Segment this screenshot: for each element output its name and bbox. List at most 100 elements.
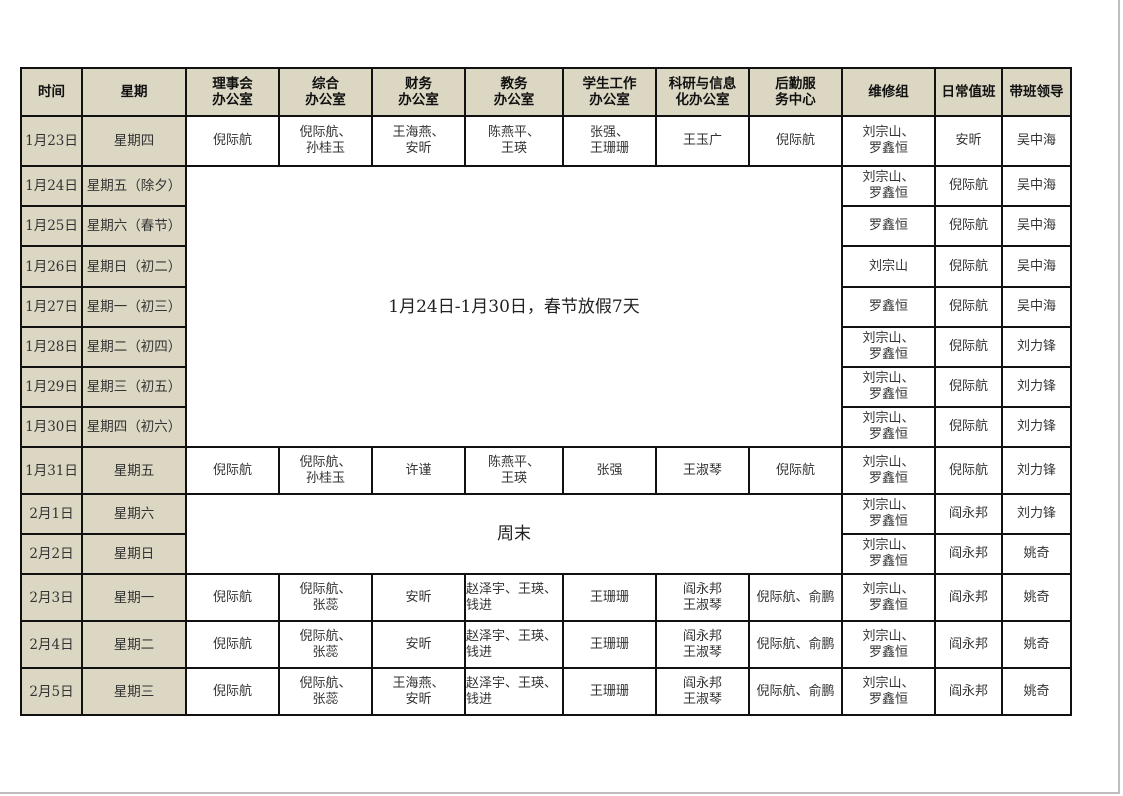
column-header: 科研与信息 化办公室 — [655, 67, 750, 117]
office-cell: 倪际航 — [185, 446, 280, 495]
column-header: 时间 — [20, 67, 83, 117]
office-cell: 王玉广 — [655, 115, 750, 167]
daily-duty-cell: 倪际航 — [934, 245, 1003, 288]
office-cell: 安昕 — [371, 620, 466, 669]
table-row: 2月1日 星期六 周末 刘宗山、 罗鑫恒 阎永邦 刘力锋 — [20, 493, 1072, 575]
office-cell: 倪际航、 张蕊 — [278, 667, 373, 716]
table-row: 1月29日 星期三（初五） 刘宗山、 罗鑫恒 倪际航 刘力锋 — [20, 366, 1072, 408]
table-row: 2月3日 星期一 倪际航 倪际航、 张蕊 安昕 赵泽宇、王瑛、 钱进 王珊珊 阎永邦 王淑琴倪… — [20, 573, 1072, 622]
repair-group-cell: 刘宗山、 罗鑫恒 — [841, 667, 936, 716]
office-cell: 赵泽宇、王瑛、 钱进 — [464, 620, 564, 669]
weekday-cell: 星期四 — [81, 115, 187, 167]
office-cell: 阎永邦 王淑琴 — [655, 573, 750, 622]
daily-duty-cell: 倪际航 — [934, 326, 1003, 368]
office-cell: 倪际航、俞鹏 — [748, 667, 843, 716]
weekday-cell: 星期日（初二） — [81, 245, 187, 288]
daily-duty-cell: 倪际航 — [934, 286, 1003, 328]
date-cell: 2月1日 — [20, 493, 83, 535]
date-cell: 2月2日 — [20, 533, 83, 575]
weekday-cell: 星期一 — [81, 573, 187, 622]
weekend-note-cell: 周末 — [185, 493, 843, 575]
office-cell: 倪际航 — [748, 446, 843, 495]
date-cell: 1月29日 — [20, 366, 83, 408]
office-cell: 王珊珊 — [562, 573, 657, 622]
column-header: 日常值班 — [934, 67, 1003, 117]
repair-group-cell: 刘宗山、 罗鑫恒 — [841, 406, 936, 448]
office-cell: 阎永邦 王淑琴 — [655, 667, 750, 716]
date-cell: 1月26日 — [20, 245, 83, 288]
table-row: 1月25日 星期六（春节） 罗鑫恒 倪际航 吴中海 — [20, 205, 1072, 247]
repair-group-cell: 刘宗山、 罗鑫恒 — [841, 115, 936, 167]
repair-group-cell: 刘宗山、 罗鑫恒 — [841, 533, 936, 575]
office-cell: 倪际航 — [185, 620, 280, 669]
table-row: 1月27日 星期一（初三） 罗鑫恒 倪际航 吴中海 — [20, 286, 1072, 328]
leader-cell: 吴中海 — [1001, 115, 1072, 167]
column-header: 教务 办公室 — [464, 67, 564, 117]
column-header: 带班领导 — [1001, 67, 1072, 117]
repair-group-cell: 刘宗山、 罗鑫恒 — [841, 446, 936, 495]
office-cell: 王珊珊 — [562, 620, 657, 669]
repair-group-cell: 刘宗山、 罗鑫恒 — [841, 165, 936, 207]
office-cell: 倪际航 — [748, 115, 843, 167]
office-cell: 王海燕、 安昕 — [371, 115, 466, 167]
daily-duty-cell: 阎永邦 — [934, 573, 1003, 622]
date-cell: 2月5日 — [20, 667, 83, 716]
weekday-cell: 星期一（初三） — [81, 286, 187, 328]
page-edge-right — [1118, 0, 1120, 794]
office-cell: 王珊珊 — [562, 667, 657, 716]
office-cell: 陈燕平、 王瑛 — [464, 446, 564, 495]
leader-cell: 刘力锋 — [1001, 446, 1072, 495]
holiday-note-cell: 1月24日-1月30日，春节放假7天 — [185, 165, 843, 448]
weekday-cell: 星期三 — [81, 667, 187, 716]
office-cell: 倪际航、 孙桂玉 — [278, 115, 373, 167]
column-header: 维修组 — [841, 67, 936, 117]
date-cell: 1月25日 — [20, 205, 83, 247]
column-header: 后勤服 务中心 — [748, 67, 843, 117]
table-row: 2月2日 星期日 刘宗山、 罗鑫恒 阎永邦 姚奇 — [20, 533, 1072, 575]
leader-cell: 姚奇 — [1001, 620, 1072, 669]
daily-duty-cell: 阎永邦 — [934, 533, 1003, 575]
date-cell: 1月23日 — [20, 115, 83, 167]
office-cell: 倪际航 — [185, 115, 280, 167]
table-row: 1月30日 星期四（初六） 刘宗山、 罗鑫恒 倪际航 刘力锋 — [20, 406, 1072, 448]
leader-cell: 吴中海 — [1001, 245, 1072, 288]
column-header: 学生工作 办公室 — [562, 67, 657, 117]
daily-duty-cell: 倪际航 — [934, 165, 1003, 207]
office-cell: 张强 — [562, 446, 657, 495]
office-cell: 倪际航 — [185, 667, 280, 716]
leader-cell: 姚奇 — [1001, 667, 1072, 716]
daily-duty-cell: 倪际航 — [934, 205, 1003, 247]
leader-cell: 吴中海 — [1001, 165, 1072, 207]
daily-duty-cell: 倪际航 — [934, 366, 1003, 408]
weekday-cell: 星期六（春节） — [81, 205, 187, 247]
leader-cell: 刘力锋 — [1001, 326, 1072, 368]
daily-duty-cell: 阎永邦 — [934, 667, 1003, 716]
weekday-cell: 星期五（除夕） — [81, 165, 187, 207]
date-cell: 1月31日 — [20, 446, 83, 495]
table-row: 1月24日 星期五（除夕） 1月24日-1月30日，春节放假7天 刘宗山、 罗鑫恒 倪际… — [20, 165, 1072, 448]
office-cell: 赵泽宇、王瑛、 钱进 — [464, 573, 564, 622]
leader-cell: 吴中海 — [1001, 286, 1072, 328]
table-row: 1月26日 星期日（初二） 刘宗山 倪际航 吴中海 — [20, 245, 1072, 288]
date-cell: 1月24日 — [20, 165, 83, 207]
office-cell: 安昕 — [371, 573, 466, 622]
weekday-cell: 星期二（初四） — [81, 326, 187, 368]
office-cell: 张强、 王珊珊 — [562, 115, 657, 167]
repair-group-cell: 罗鑫恒 — [841, 205, 936, 247]
column-header: 财务 办公室 — [371, 67, 466, 117]
column-header: 理事会 办公室 — [185, 67, 280, 117]
office-cell: 阎永邦 王淑琴 — [655, 620, 750, 669]
date-cell: 2月3日 — [20, 573, 83, 622]
repair-group-cell: 罗鑫恒 — [841, 286, 936, 328]
daily-duty-cell: 阎永邦 — [934, 620, 1003, 669]
daily-duty-cell: 安昕 — [934, 115, 1003, 167]
date-cell: 1月27日 — [20, 286, 83, 328]
column-header: 综合 办公室 — [278, 67, 373, 117]
date-cell: 1月28日 — [20, 326, 83, 368]
weekday-cell: 星期六 — [81, 493, 187, 535]
daily-duty-cell: 倪际航 — [934, 406, 1003, 448]
daily-duty-cell: 倪际航 — [934, 446, 1003, 495]
leader-cell: 刘力锋 — [1001, 493, 1072, 535]
leader-cell: 姚奇 — [1001, 533, 1072, 575]
weekday-cell: 星期三（初五） — [81, 366, 187, 408]
